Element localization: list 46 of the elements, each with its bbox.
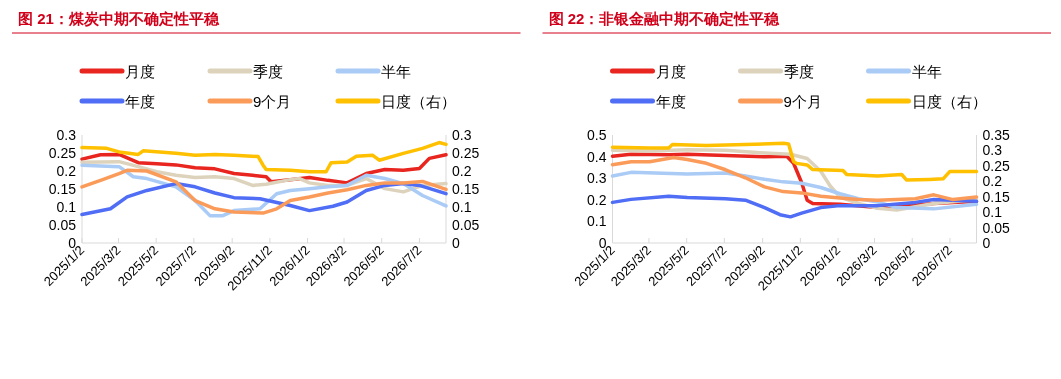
legend-label: 季度 [783,63,814,80]
y-tick-label: 0.2 [56,163,77,179]
y2-tick-label: 0.3 [452,127,472,143]
y-tick-label: 0.3 [587,170,607,187]
y-tick-label: 0.4 [587,148,607,165]
y-tick-label: 0.15 [48,181,77,197]
y2-tick-label: 0.2 [982,173,1003,190]
legend-label: 9个月 [783,93,822,110]
y-tick-label: 0.5 [587,127,607,143]
legend-label: 年度 [655,93,686,110]
y-tick-label: 0.1 [587,213,607,230]
line-series [80,152,448,185]
y2-tick-label: 0.2 [452,163,472,179]
y2-tick-label: 0.1 [452,199,472,215]
y-tick-label: 0.1 [56,199,77,215]
y2-tick-label: 0.1 [982,204,1003,221]
y-tick-label: 0.25 [48,145,77,161]
line-series [610,155,979,202]
chart-title: 图 22：非银金融中期不确定性平稳 [548,10,781,27]
line-series [610,141,979,182]
y-tick-label: 0.05 [48,217,77,233]
chart-title: 图 21：煤炭中期不确定性平稳 [18,10,220,27]
y2-tick-label: 0.3 [982,142,1003,159]
line-series [80,140,448,174]
y-tick-label: 0.2 [587,191,607,208]
y-tick-label: 0.3 [56,127,77,143]
legend-label: 日度（右） [911,93,987,110]
legend-label: 9个月 [253,93,292,110]
line-series [610,194,979,219]
y2-tick-label: 0.25 [982,157,1010,174]
y2-tick-label: 0.05 [982,219,1010,236]
y2-tick-label: 0.05 [452,217,480,233]
legend-label: 年度 [125,93,155,110]
y2-tick-label: 0.15 [982,188,1010,205]
line-series [80,181,448,217]
legend-label: 月度 [125,63,155,80]
y2-tick-label: 0 [982,235,991,251]
y2-tick-label: 0.25 [452,145,480,161]
y2-tick-label: 0.15 [452,181,480,197]
y2-tick-label: 0.35 [982,127,1010,143]
legend-label: 半年 [381,63,411,80]
legend-label: 半年 [911,63,942,80]
y2-tick-label: 0 [452,235,460,251]
legend-label: 月度 [655,63,686,80]
legend-label: 季度 [253,63,283,80]
legend-label: 日度（右） [381,93,456,110]
